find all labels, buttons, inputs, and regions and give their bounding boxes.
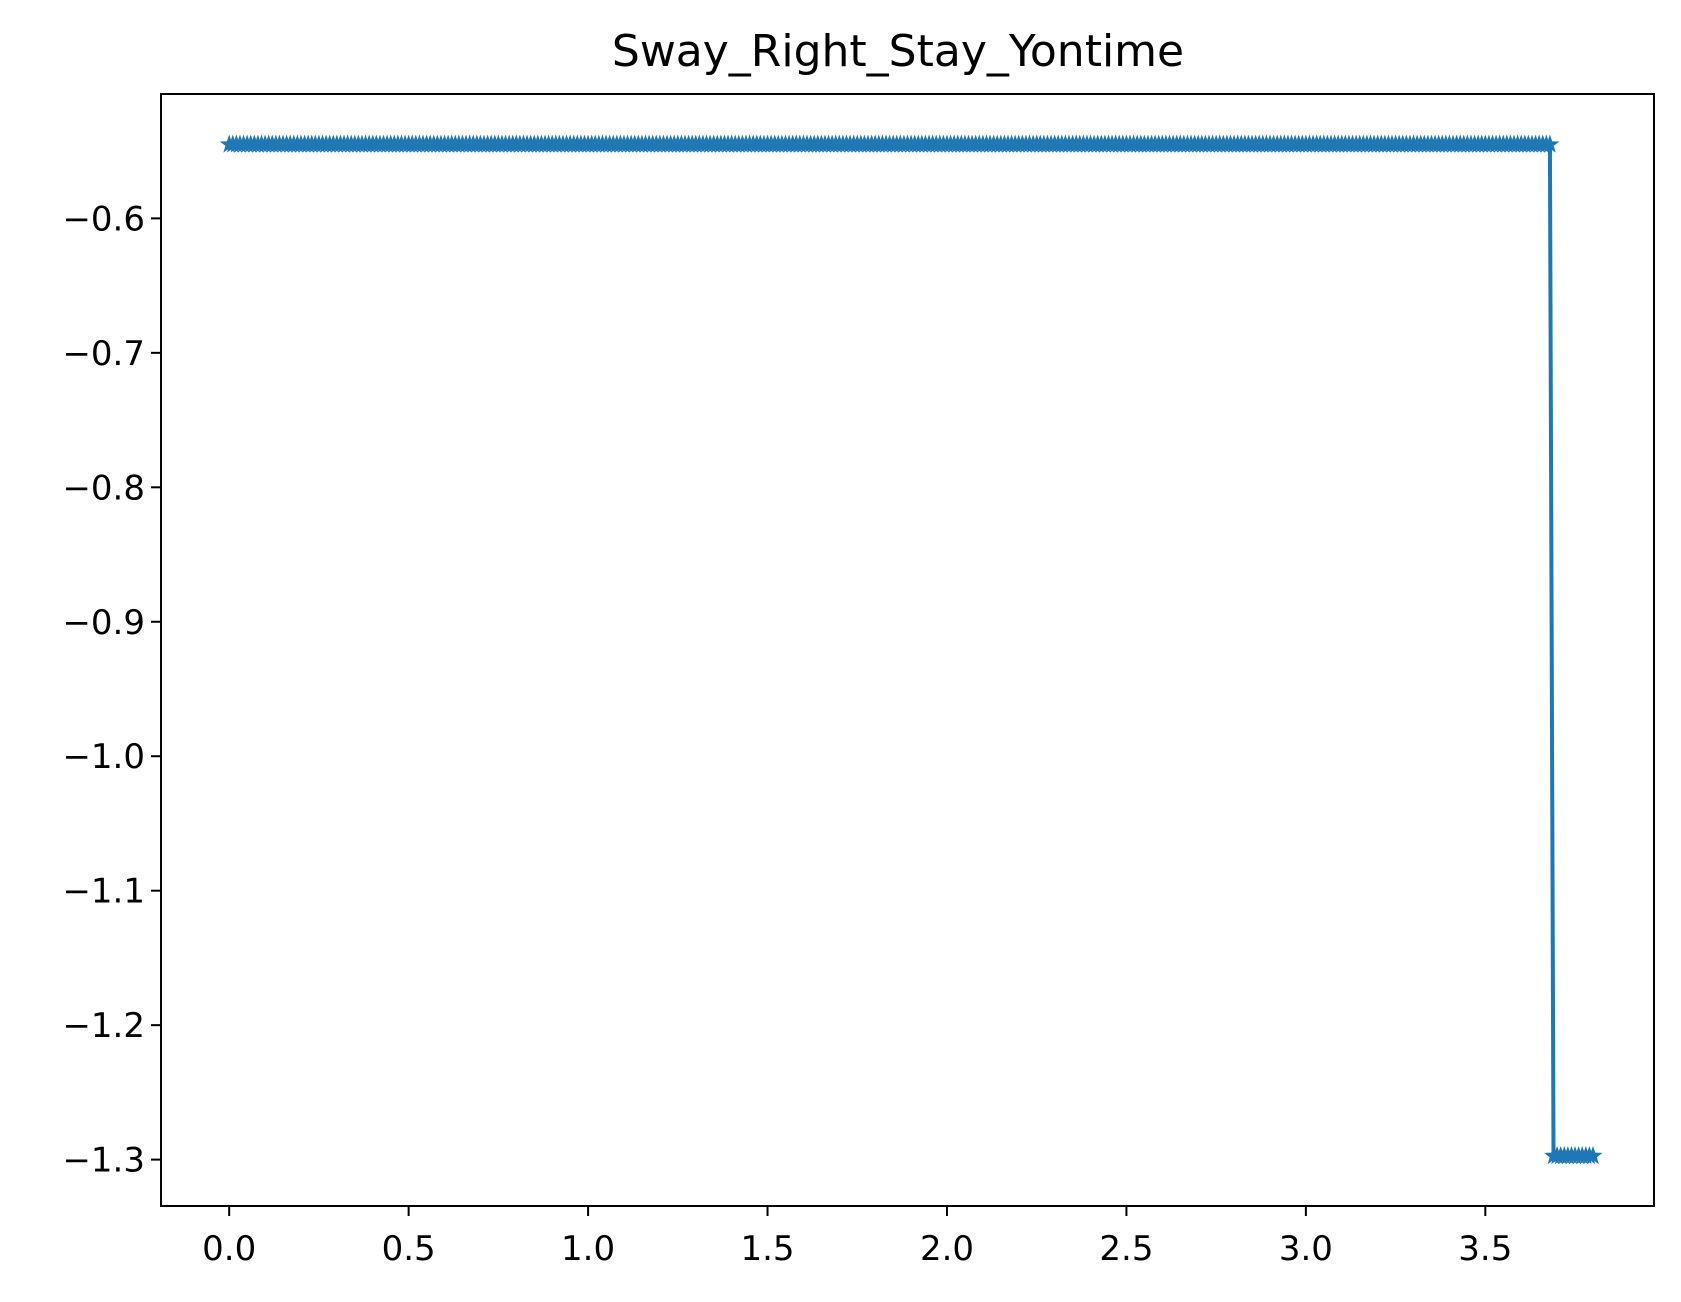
x-axis: 0.0 0.5 1.0 1.5 2.0 2.5 3.0 3.5 (202, 1206, 1512, 1269)
y-tick-label: −1.2 (62, 1006, 145, 1046)
y-tick-label: −1.0 (62, 737, 145, 777)
y-axis: −0.6 −0.7 −0.8 −0.9 −1.0 −1.1 −1.2 −1.3 (62, 199, 161, 1181)
x-tick-label: 0.5 (382, 1229, 436, 1269)
x-tick-label: 1.0 (561, 1229, 615, 1269)
x-tick-label: 2.0 (920, 1229, 974, 1269)
data-point-marker (1540, 134, 1560, 153)
y-tick-label: −0.7 (62, 334, 145, 374)
plot-area (219, 134, 1603, 1165)
y-tick-label: −1.1 (62, 872, 145, 912)
x-tick-label: 1.5 (740, 1229, 794, 1269)
x-tick-label: 3.5 (1458, 1229, 1512, 1269)
x-tick-label: 3.0 (1279, 1229, 1333, 1269)
x-tick-label: 0.0 (202, 1229, 256, 1269)
data-point-marker (1583, 1145, 1603, 1165)
y-tick-label: −1.3 (62, 1141, 145, 1181)
y-tick-label: −0.9 (62, 603, 145, 643)
axes-frame (160, 93, 1655, 1207)
y-tick-label: −0.6 (62, 199, 145, 239)
x-tick-label: 2.5 (1099, 1229, 1153, 1269)
series-line (229, 142, 1593, 1158)
chart-title: Sway_Right_Stay_Yontime (612, 26, 1184, 77)
y-tick-label: −0.8 (62, 468, 145, 508)
